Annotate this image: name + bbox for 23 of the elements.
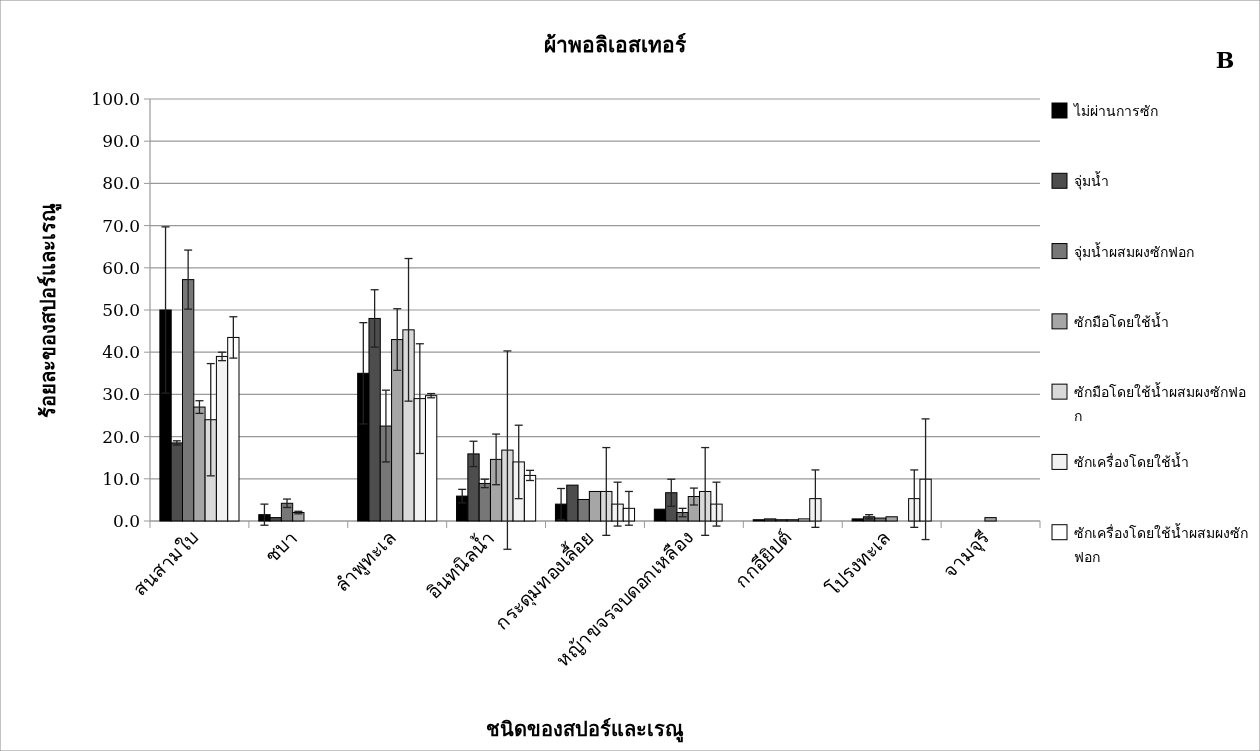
text: B [1215, 47, 1235, 73]
y-tick-label: 50.0 [102, 300, 140, 320]
x-axis-title: ชนิดของสปอร์และเรณู [486, 717, 684, 743]
legend-label: ซักเครื่องโดยใช้น้ำผสมผงซักฟอก [1074, 522, 1248, 565]
legend-label: จุ่มน้ำ [1074, 171, 1109, 191]
legend-label: จุ่มน้ำผสมผงซักฟอก [1074, 241, 1194, 261]
y-tick-label: 70.0 [102, 215, 140, 236]
legend-label: ซักมือโดยใช้น้ำ [1074, 311, 1169, 330]
y-tick-label: 90.0 [102, 131, 140, 152]
legend-label: ไม่ผ่านการซัก [1073, 103, 1158, 119]
y-tick-label: 80.0 [102, 173, 140, 194]
y-tick-label: 40.0 [102, 342, 140, 363]
y-tick-label: 10.0 [102, 468, 140, 489]
chart-title: ผ้าพอลิเอสเทอร์ [544, 32, 687, 57]
y-tick-label: 0.0 [112, 511, 140, 531]
y-axis-title: ร้อยละของสปอร์และเรณู [36, 202, 62, 418]
y-tick-label: 30.0 [102, 384, 140, 405]
x-tick-label: ชบา [260, 526, 302, 568]
y-tick-label: 60.0 [102, 257, 140, 278]
y-tick-label: 100.0 [91, 89, 140, 109]
y-tick-label: 20.0 [102, 426, 140, 447]
legend-label: ซักเครื่องโดยใช้น้ำ [1074, 452, 1189, 471]
legend-label: ซักมือโดยใช้น้ำผสมผงซักฟอก [1074, 382, 1246, 425]
